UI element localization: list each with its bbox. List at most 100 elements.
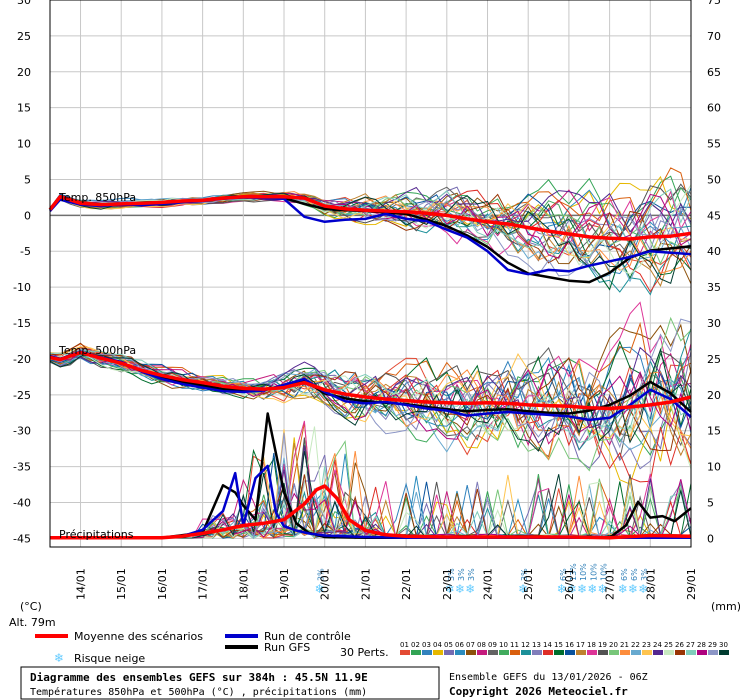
- snowflake-icon: ❄: [518, 582, 528, 596]
- title-box: [20, 666, 440, 700]
- snow-risk-pct: 10%: [589, 563, 598, 581]
- pert-legend-swatch: [400, 650, 410, 655]
- pert-legend-swatch: [653, 650, 663, 655]
- pert-legend-label: 04: [433, 641, 442, 649]
- pert-legend-swatch: [455, 650, 465, 655]
- snowflake-icon: ❄: [638, 582, 648, 596]
- pert-legend-label: 26: [675, 641, 684, 649]
- y-left-tick-label: -20: [13, 353, 31, 366]
- y-right-tick-label: 5: [707, 496, 714, 509]
- pert-legend-label: 20: [609, 641, 618, 649]
- y-left-tick-label: 5: [24, 173, 31, 186]
- pert-legend-label: 22: [631, 641, 640, 649]
- x-tick-label: 22/01: [400, 568, 413, 600]
- pert-legend-label: 19: [598, 641, 607, 649]
- y-left-tick-label: 20: [17, 66, 31, 79]
- pert-legend-swatch: [510, 650, 520, 655]
- pert-legend-label: 10: [499, 641, 508, 649]
- x-tick-label: 29/01: [685, 568, 698, 600]
- pert-legend-swatch: [488, 650, 498, 655]
- pert-legend-swatch: [697, 650, 707, 655]
- y-right-unit: (mm): [711, 600, 740, 613]
- pert-legend-label: 07: [466, 641, 475, 649]
- copyright: Copyright 2026 Meteociel.fr: [449, 685, 628, 698]
- x-tick-label: 14/01: [75, 568, 88, 600]
- y-right-tick-label: 70: [707, 30, 721, 43]
- pert-legend-swatch: [532, 650, 542, 655]
- pert-legend-swatch: [642, 650, 652, 655]
- y-left-tick-label: -30: [13, 425, 31, 438]
- y-left-tick-label: -5: [20, 245, 31, 258]
- y-right-tick-label: 75: [707, 0, 721, 7]
- pert-legend-label: 27: [686, 641, 695, 649]
- x-tick-label: 18/01: [237, 568, 250, 600]
- pert-legend-label: 08: [477, 641, 486, 649]
- y-right-tick-label: 45: [707, 209, 721, 222]
- gfs-line-precip: [50, 412, 692, 539]
- pert-legend-label: 06: [455, 641, 464, 649]
- pert-legend-label: 09: [488, 641, 497, 649]
- y-left-unit: (°C): [20, 600, 42, 613]
- x-tick-label: 15/01: [115, 568, 128, 600]
- snow-risk-pct: 3%: [457, 568, 466, 581]
- pert-legend-label: 11: [510, 641, 519, 649]
- label-t500: Temp. 500hPa: [58, 344, 136, 357]
- pert-legend-label: 02: [411, 641, 420, 649]
- x-tick-label: 21/01: [359, 568, 372, 600]
- snow-risk-pct: 3%: [467, 568, 476, 581]
- y-right-tick-label: 60: [707, 102, 721, 115]
- pert-legend-swatch: [631, 650, 641, 655]
- snowflake-icon: ❄: [455, 582, 465, 596]
- legend-mean-label: Moyenne des scénarios: [74, 630, 203, 643]
- pert-legend-label: 12: [521, 641, 530, 649]
- control-line-t500: [49, 350, 692, 422]
- pert-legend-label: 15: [554, 641, 563, 649]
- pert-legend-swatch: [576, 650, 586, 655]
- y-left-tick-label: 0: [24, 209, 31, 222]
- snowflake-icon: ❄: [628, 582, 638, 596]
- run-info: Ensemble GEFS du 13/01/2026 - 06Z: [449, 672, 648, 683]
- pert-legend-swatch: [477, 650, 487, 655]
- pert-legend-swatch: [554, 650, 564, 655]
- snow-risk-pct: 6%: [620, 568, 629, 581]
- legend-perts-label: 30 Perts.: [340, 646, 389, 659]
- y-right-tick-label: 30: [707, 317, 721, 330]
- y-right-tick-label: 50: [707, 173, 721, 186]
- y-right-tick-label: 15: [707, 425, 721, 438]
- x-tick-label: 26/01: [563, 568, 576, 600]
- y-left-tick-label: 25: [17, 30, 31, 43]
- snowflake-icon: ❄: [567, 582, 577, 596]
- snow-risk-pct: 3%: [317, 568, 326, 581]
- y-right-tick-label: 65: [707, 66, 721, 79]
- pert-legend-swatch: [565, 650, 575, 655]
- pert-legend-label: 24: [653, 641, 662, 649]
- x-tick-label: 16/01: [156, 568, 169, 600]
- y-left-tick-label: 15: [17, 102, 31, 115]
- main-series: [48, 194, 692, 540]
- pert-legend-swatch: [499, 650, 509, 655]
- legend: Moyenne des scénarios Run de contrôle Ru…: [35, 630, 729, 665]
- x-tick-label: 20/01: [319, 568, 332, 600]
- pert-legend-label: 17: [576, 641, 585, 649]
- pert-legend-label: 30: [719, 641, 728, 649]
- pert-legend-swatch: [543, 650, 553, 655]
- pert-legend-label: 18: [587, 641, 596, 649]
- y-right-tick-label: 20: [707, 389, 721, 402]
- pert-legend-label: 23: [642, 641, 651, 649]
- pert-legend-swatch: [664, 650, 674, 655]
- snow-risk-pct: 6%: [559, 568, 568, 581]
- pert-legend-swatch: [587, 650, 597, 655]
- snow-risk-pct: 3%: [640, 568, 649, 581]
- control-line-t850: [49, 196, 692, 276]
- pert-legend-label: 03: [422, 641, 431, 649]
- pert-legend-label: 28: [697, 641, 706, 649]
- pert-legend-swatch: [675, 650, 685, 655]
- pert-legend-swatch: [411, 650, 421, 655]
- x-tick-label: 27/01: [604, 568, 617, 600]
- y-right-tick-label: 40: [707, 245, 721, 258]
- legend-gfs-label: Run GFS: [264, 641, 310, 654]
- snow-risk-markers: 3%❄3%❄3%❄3%❄3%❄6%❄13%❄10%❄10%❄10%❄6%❄6%❄…: [315, 563, 650, 596]
- perturbation-legend: 01 02 03 04 05 06 07 08 09 10 11 12 13 14 15 16 17 18 19 20…: [400, 641, 729, 655]
- plot-frame: [49, 0, 692, 548]
